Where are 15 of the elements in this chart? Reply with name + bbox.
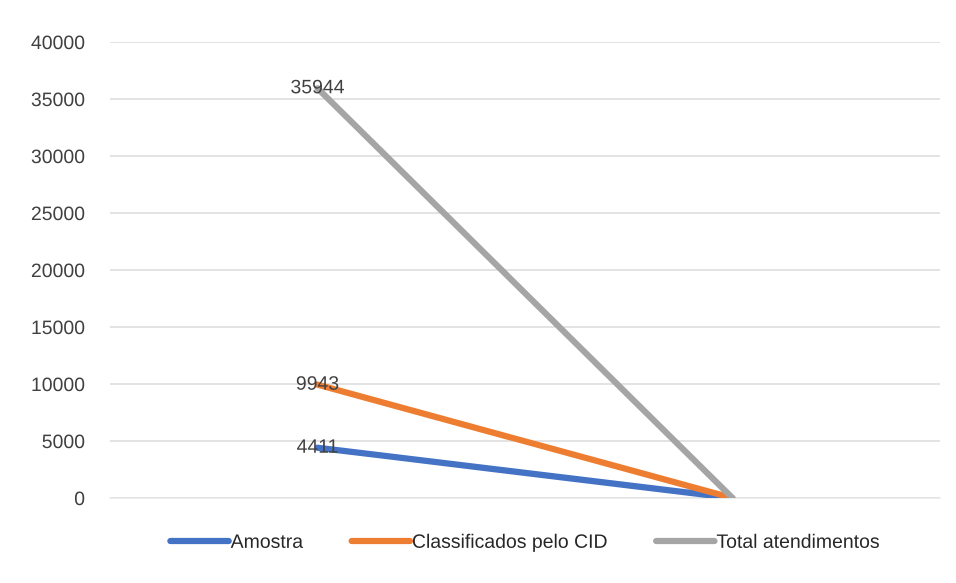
y-tick-label: 10000 [32,377,84,392]
y-tick-label: 20000 [32,263,84,278]
y-tick-label: 15000 [32,320,84,334]
legend-label: Amostra [230,534,304,548]
y-tick-label: 0 [74,491,84,506]
y-tick-label: 30000 [32,149,84,164]
y-tick-label: 25000 [32,206,84,220]
y-tick-label: 40000 [31,35,84,50]
y-tick-label: 35000 [32,92,84,106]
legend-label: Total atendimentos [716,534,879,548]
y-tick-label: 5000 [42,434,84,448]
data-label: 4411 [297,439,338,453]
data-label: 9943 [296,376,338,390]
data-label: 35944 [291,80,344,94]
legend-label: Classificados pelo CID [412,534,607,552]
